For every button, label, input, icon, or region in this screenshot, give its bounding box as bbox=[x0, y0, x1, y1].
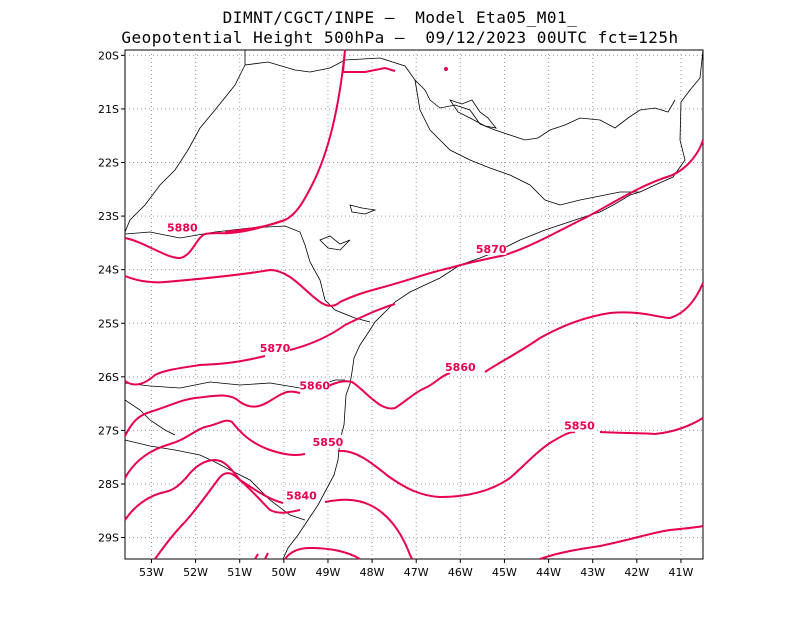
lat-tick-label: 22S bbox=[98, 157, 119, 170]
contour-label-bg bbox=[260, 341, 291, 355]
lon-tick-label: 50W bbox=[271, 566, 296, 579]
map-title-line1: DIMNT/CGCT/INPE – Model Eta05_M01_ bbox=[222, 8, 578, 27]
lon-tick-label: 45W bbox=[492, 566, 517, 579]
contour-label-bg bbox=[564, 418, 595, 432]
lat-tick-label: 28S bbox=[98, 478, 119, 491]
lon-tick-label: 43W bbox=[580, 566, 605, 579]
lat-tick-label: 21S bbox=[98, 103, 119, 116]
lon-tick-label: 48W bbox=[360, 566, 385, 579]
latitude-labels: 20S 21S 22S 23S 24S 25S 26S 27S 28S 29S bbox=[98, 49, 119, 544]
contour-label-bg bbox=[167, 220, 198, 234]
coastline bbox=[282, 49, 704, 560]
contours bbox=[124, 49, 704, 560]
lon-tick-label: 46W bbox=[448, 566, 473, 579]
state-border-sc-rs bbox=[124, 439, 306, 521]
lon-tick-label: 44W bbox=[536, 566, 561, 579]
lat-tick-label: 24S bbox=[98, 264, 119, 277]
lon-tick-label: 42W bbox=[624, 566, 649, 579]
contour-label-bg bbox=[299, 378, 330, 392]
state-border-west bbox=[124, 64, 246, 233]
lon-tick-label: 49W bbox=[316, 566, 341, 579]
contour-label: 5860 bbox=[299, 380, 330, 393]
contour-labels: 5880 5870 5870 5860 5860 5850 5850 5840 bbox=[167, 220, 595, 502]
lat-tick-label: 25S bbox=[98, 317, 119, 330]
lakes bbox=[319, 99, 497, 251]
state-border-north bbox=[244, 50, 676, 141]
contour-label: 5880 bbox=[167, 221, 198, 234]
contour-5830 bbox=[154, 472, 301, 560]
map-title-line2: Geopotential Height 500hPa – 09/12/2023 … bbox=[121, 28, 679, 47]
lat-tick-label: 20S bbox=[98, 49, 119, 62]
contour-label-bg bbox=[312, 434, 343, 448]
state-border-sp-pr bbox=[124, 225, 371, 323]
contour-label: 5870 bbox=[476, 243, 507, 256]
contour-5870-south bbox=[124, 303, 396, 386]
contour-label-bg bbox=[286, 488, 317, 502]
marker-dot bbox=[444, 67, 448, 71]
state-border-sp-mg bbox=[414, 79, 640, 206]
contour-label: 5840 bbox=[286, 489, 317, 502]
contour-5860 bbox=[124, 282, 704, 437]
contour-5840-east bbox=[539, 525, 704, 560]
lon-tick-label: 41W bbox=[669, 566, 694, 579]
lat-tick-label: 29S bbox=[98, 532, 119, 545]
contour-5850 bbox=[124, 417, 704, 499]
paraguay-border bbox=[124, 399, 176, 436]
contour-label: 5850 bbox=[313, 436, 344, 449]
lat-tick-label: 23S bbox=[98, 210, 119, 223]
lon-tick-label: 53W bbox=[139, 566, 164, 579]
contour-label: 5860 bbox=[445, 361, 476, 374]
map-frame bbox=[124, 49, 704, 560]
lon-tick-label: 52W bbox=[183, 566, 208, 579]
longitude-labels: 53W 52W 51W 50W 49W 48W 47W 46W 45W 44W 43W 42W 41W bbox=[139, 566, 693, 579]
contour-label: 5850 bbox=[564, 420, 595, 433]
lat-tick-label: 26S bbox=[98, 371, 119, 384]
contour-5870-north bbox=[124, 139, 704, 307]
contour-5830-west bbox=[254, 552, 269, 560]
contour-5880 bbox=[124, 219, 286, 260]
contour-label-bg bbox=[445, 359, 476, 373]
contour-5890 bbox=[224, 49, 396, 233]
contour-label: 5870 bbox=[260, 342, 291, 355]
graticule bbox=[121, 50, 703, 563]
lon-tick-label: 51W bbox=[227, 566, 252, 579]
borders bbox=[124, 49, 704, 560]
lat-tick-label: 27S bbox=[98, 424, 119, 437]
contour-label-bg bbox=[476, 241, 507, 255]
contour-5820 bbox=[284, 546, 361, 560]
lon-tick-label: 47W bbox=[404, 566, 429, 579]
